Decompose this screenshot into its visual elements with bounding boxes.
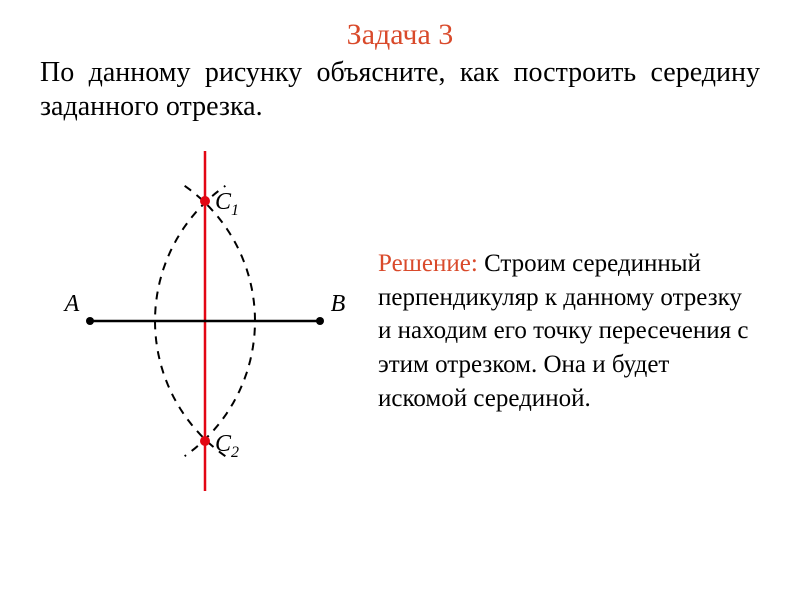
task-title: Задача 3 <box>40 18 760 52</box>
problem-statement: По данному рисунку объясните, как постро… <box>40 56 760 123</box>
solution-text: Решение: Строим серединный перпендикуляр… <box>370 227 760 416</box>
svg-text:A: A <box>63 291 80 317</box>
solution-label: Решение: <box>378 250 478 277</box>
diagram-column: ABC1C2 <box>40 141 370 501</box>
content-row: ABC1C2 Решение: Строим серединный перпен… <box>40 141 760 501</box>
svg-text:B: B <box>331 291 346 317</box>
page: Задача 3 По данному рисунку объясните, к… <box>0 0 800 600</box>
construction-diagram: ABC1C2 <box>40 141 370 501</box>
